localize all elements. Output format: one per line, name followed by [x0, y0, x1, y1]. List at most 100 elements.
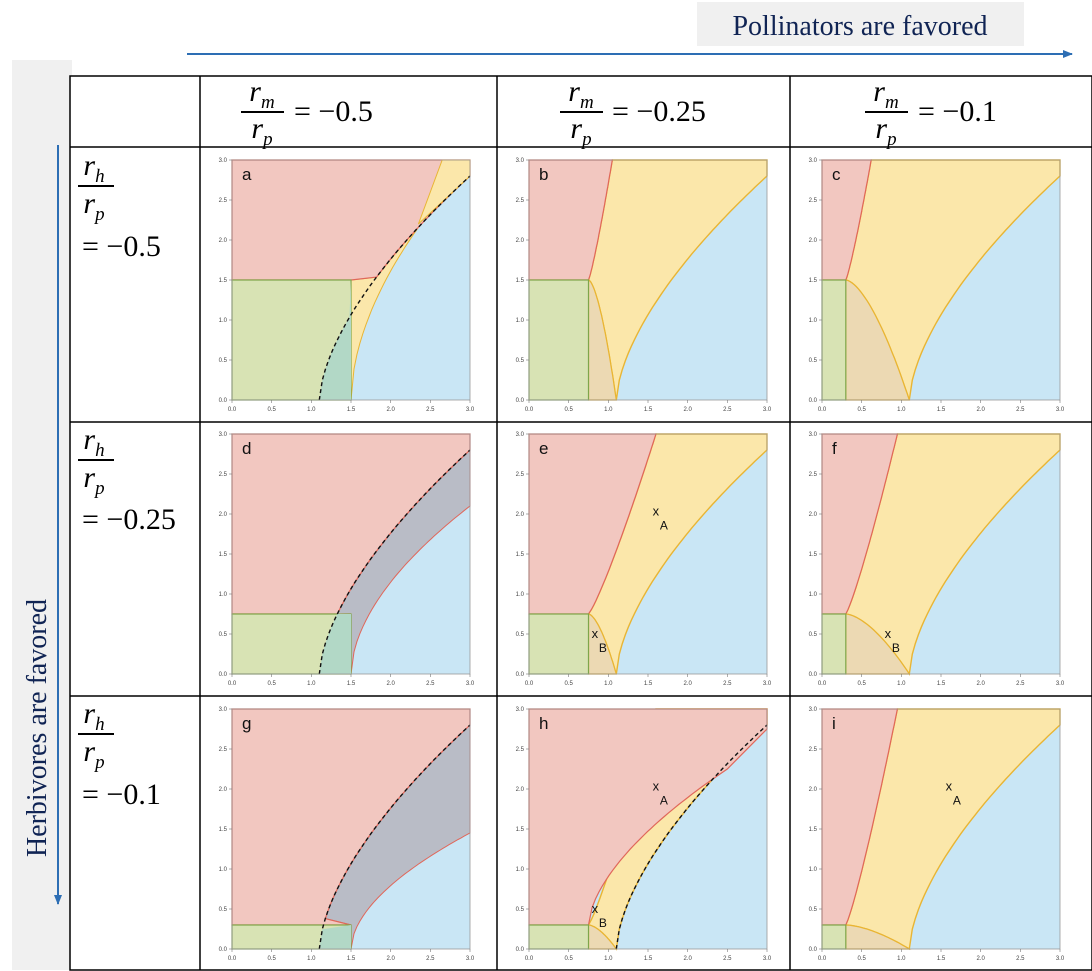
point-marker: x: [653, 779, 660, 794]
tan-region: [845, 613, 911, 675]
tan-region: [845, 279, 911, 401]
x-tick-label: 0.0: [818, 407, 827, 413]
x-tick-label: 2.5: [723, 681, 732, 687]
x-tick-label: 1.5: [347, 681, 356, 687]
point-label-A: A: [660, 794, 668, 808]
row-header-1-value: = −0.5: [82, 230, 161, 263]
dashed-boundary: [318, 175, 471, 401]
y-tick-label: 1.5: [809, 552, 818, 558]
x-tick-label: 0.0: [525, 681, 534, 687]
y-tick-label: 0.5: [516, 632, 525, 638]
y-tick-label: 0.0: [809, 672, 818, 678]
pollinators-label: Pollinators are favored: [732, 11, 987, 42]
column-header-1-denominator: r: [251, 112, 263, 145]
column-header-2-denominator: r: [570, 112, 582, 145]
dashed-boundary: [318, 724, 471, 950]
column-header-2-numerator: r: [568, 75, 580, 108]
y-tick-label: 2.5: [219, 198, 228, 204]
y-tick-label: 2.5: [219, 472, 228, 478]
svg-text:rh: rh: [83, 423, 104, 461]
point-marker: x: [653, 504, 660, 519]
green-region: [821, 924, 847, 950]
y-tick-label: 1.0: [809, 867, 818, 873]
column-header-3-numerator-sub: m: [885, 92, 899, 113]
y-tick-label: 1.0: [516, 318, 525, 324]
column-header-3-denominator: r: [875, 112, 887, 145]
x-tick-label: 1.0: [307, 956, 316, 962]
red-region: [231, 708, 471, 926]
red-region: [821, 708, 899, 926]
row-header-3-denominator-sub: p: [93, 752, 105, 773]
column-header-3: rm rp = −0.1: [865, 75, 997, 150]
x-tick-label: 0.0: [525, 407, 534, 413]
green-region: [528, 613, 590, 675]
red-region: [821, 159, 872, 281]
x-tick-label: 2.0: [683, 956, 692, 962]
x-tick-label: 3.0: [1056, 407, 1065, 413]
x-tick-label: 2.5: [1016, 407, 1025, 413]
y-tick-label: 1.5: [516, 552, 525, 558]
y-tick-label: 3.0: [516, 158, 525, 164]
svg-text:rp: rp: [83, 735, 104, 773]
svg-text:rh: rh: [83, 697, 104, 735]
column-header-1-denominator-sub: p: [261, 129, 273, 150]
y-tick-label: 2.0: [516, 787, 525, 793]
point-marker: x: [946, 779, 953, 794]
red-region: [821, 433, 899, 615]
x-tick-label: 0.5: [564, 956, 573, 962]
panel-letter: f: [832, 439, 837, 458]
x-tick-label: 0.0: [228, 681, 237, 687]
column-header-3-value: = −0.1: [918, 95, 997, 128]
herbivores-label: Herbivores are favored: [22, 599, 53, 857]
panel-letter: g: [242, 714, 251, 733]
svg-text:rm: rm: [249, 75, 274, 113]
x-tick-label: 3.0: [466, 956, 475, 962]
y-tick-label: 1.5: [219, 278, 228, 284]
point-label-B: B: [599, 641, 607, 655]
column-header-2-numerator-sub: m: [580, 92, 594, 113]
panel-d: 0.0 0.5 1.0 1.5 2.0 2.5 3.0 0.0 0.5 1.0 1.5 2.0 2.5 3…: [219, 432, 475, 687]
column-header-1-numerator-sub: m: [261, 92, 275, 113]
overlap-region: [319, 925, 351, 949]
point-label-A: A: [953, 794, 961, 808]
y-tick-label: 0.0: [809, 947, 818, 953]
row-header-1-numerator-sub: h: [95, 166, 105, 187]
x-tick-label: 2.5: [1016, 681, 1025, 687]
tan-region: [587, 924, 618, 950]
x-tick-label: 1.0: [897, 956, 906, 962]
dashed-boundary: [318, 449, 471, 675]
overlap-region: [319, 280, 351, 400]
row-header-2: rh rp = −0.25: [78, 423, 176, 536]
x-tick-label: 1.5: [937, 407, 946, 413]
x-tick-label: 1.5: [347, 407, 356, 413]
x-tick-label: 1.5: [644, 407, 653, 413]
svg-text:rp: rp: [83, 461, 104, 499]
tan-region: [845, 924, 912, 950]
y-tick-label: 3.0: [516, 432, 525, 438]
x-tick-label: 0.5: [267, 407, 276, 413]
x-tick-label: 1.0: [307, 407, 316, 413]
row-header-3-denominator: r: [83, 735, 95, 768]
tan-region: [587, 613, 618, 675]
y-tick-label: 2.5: [219, 747, 228, 753]
x-tick-label: 3.0: [1056, 956, 1065, 962]
overlap-region: [319, 613, 351, 674]
point-marker: x: [885, 626, 892, 641]
dashed-boundary: [615, 724, 768, 950]
x-tick-label: 2.0: [683, 407, 692, 413]
y-tick-label: 2.0: [219, 238, 228, 244]
green-region: [821, 613, 847, 675]
column-header-3-denominator-sub: p: [885, 129, 897, 150]
x-tick-label: 1.5: [644, 956, 653, 962]
y-tick-label: 1.0: [219, 318, 228, 324]
x-tick-label: 1.5: [644, 681, 653, 687]
y-tick-label: 2.0: [809, 238, 818, 244]
y-tick-label: 2.5: [809, 198, 818, 204]
y-tick-label: 0.5: [219, 632, 228, 638]
x-tick-label: 1.5: [937, 681, 946, 687]
y-tick-label: 2.0: [219, 512, 228, 518]
x-tick-label: 2.0: [386, 956, 395, 962]
svg-text:rh: rh: [83, 149, 104, 187]
y-tick-label: 1.0: [516, 592, 525, 598]
